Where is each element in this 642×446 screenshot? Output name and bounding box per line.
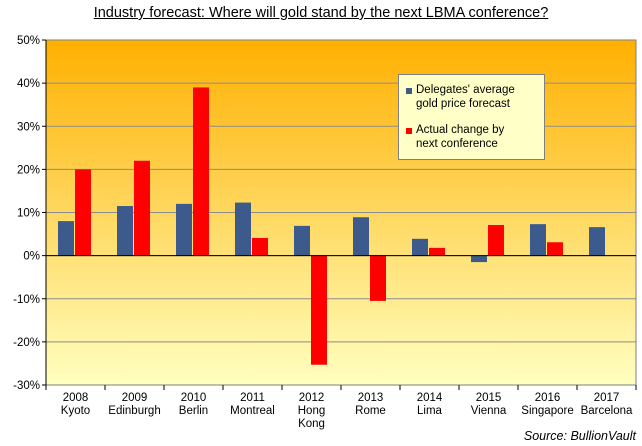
bar-forecast xyxy=(353,217,369,256)
x-tick-label: Montreal xyxy=(230,405,275,417)
bar-forecast xyxy=(589,227,605,256)
legend: Delegates' average gold price forecast A… xyxy=(398,74,545,160)
x-tick-label: 2008 xyxy=(63,392,89,404)
bar-actual xyxy=(370,255,386,301)
x-tick-label: Barcelona xyxy=(581,405,633,417)
legend-swatch-actual xyxy=(406,128,412,134)
x-tick-label: Kyoto xyxy=(61,405,90,417)
legend-item-actual: Actual change by next conference xyxy=(406,123,536,151)
bar-actual xyxy=(547,242,563,256)
x-tick-label: Singapore xyxy=(521,405,573,417)
y-tick-label: -10% xyxy=(13,294,40,306)
y-tick-label: 0% xyxy=(23,251,40,263)
x-tick-label: Hong xyxy=(298,405,326,417)
bar-forecast xyxy=(412,238,428,256)
x-tick-label: 2009 xyxy=(122,392,148,404)
legend-label-forecast-line2: gold price forecast xyxy=(416,98,510,110)
bar-forecast xyxy=(176,203,192,256)
y-tick-label: 40% xyxy=(17,78,40,90)
x-tick-label: 2011 xyxy=(240,392,265,404)
legend-swatch-forecast xyxy=(406,88,412,94)
x-tick-label: Berlin xyxy=(179,405,208,417)
bar-forecast xyxy=(294,225,310,256)
x-tick-label: Rome xyxy=(355,405,386,417)
bar-forecast xyxy=(117,206,133,256)
legend-label-actual-line2: next conference xyxy=(416,138,498,150)
x-tick-label: 2016 xyxy=(535,392,561,404)
y-tick-label: -20% xyxy=(13,337,40,349)
x-tick-label: 2010 xyxy=(181,392,207,404)
x-tick-label: Lima xyxy=(417,405,443,417)
x-tick-label: Vienna xyxy=(471,405,507,417)
source-note: Source: BullionVault xyxy=(523,429,636,443)
x-tick-label: 2013 xyxy=(358,392,384,404)
legend-label-forecast-line1: Delegates' average xyxy=(416,84,515,96)
bar-forecast xyxy=(235,202,251,256)
x-tick-label: 2014 xyxy=(417,392,443,404)
x-tick-label: 2012 xyxy=(299,392,325,404)
y-tick-label: 30% xyxy=(17,121,40,133)
bar-forecast xyxy=(471,255,487,263)
y-tick-label: 50% xyxy=(17,35,40,47)
chart-title: Industry forecast: Where will gold stand… xyxy=(93,5,549,21)
legend-item-forecast: Delegates' average gold price forecast xyxy=(406,83,536,111)
y-tick-label: 10% xyxy=(17,208,40,220)
bar-actual xyxy=(134,160,150,256)
y-tick-label: -30% xyxy=(13,380,40,392)
bar-actual xyxy=(488,225,504,256)
x-tick-label: 2015 xyxy=(476,392,502,404)
x-tick-label: Edinburgh xyxy=(108,405,160,417)
bar-actual xyxy=(75,169,91,256)
legend-label-actual-line1: Actual change by xyxy=(416,124,505,136)
x-tick-label: Kong xyxy=(298,418,325,430)
bar-forecast xyxy=(530,224,546,256)
bar-actual xyxy=(311,255,327,365)
y-tick-label: 20% xyxy=(17,164,40,176)
bar-forecast xyxy=(58,221,74,256)
x-tick-label: 2017 xyxy=(594,392,620,404)
bar-actual xyxy=(429,247,445,256)
bar-actual xyxy=(193,87,209,256)
bar-actual xyxy=(252,237,268,256)
